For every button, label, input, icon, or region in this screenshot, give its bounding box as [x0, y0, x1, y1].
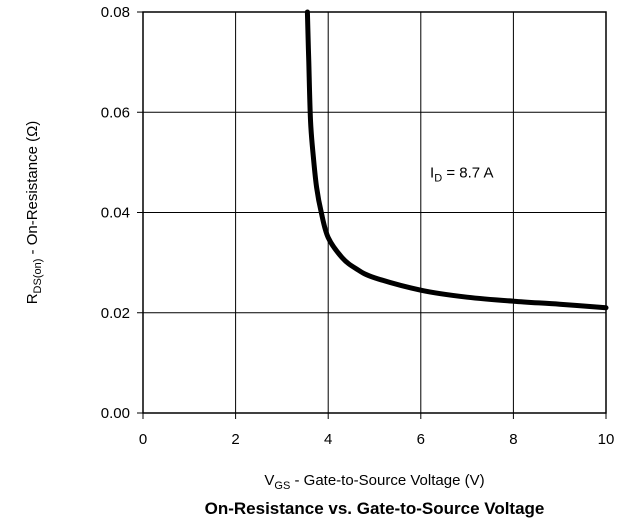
- x-axis-label-sub: GS: [274, 480, 290, 492]
- annotation-rest: = 8.7 A: [442, 164, 493, 181]
- y-tick-label: 0.06: [101, 104, 130, 121]
- annotation-main: I: [430, 164, 434, 181]
- x-tick-label: 2: [231, 431, 239, 448]
- y-axis-label-main: R: [24, 293, 41, 304]
- y-axis-label-sub: DS(on): [32, 259, 44, 294]
- y-tick-label: 0.08: [101, 4, 130, 21]
- series-line-id-8-7a: [304, 9, 609, 311]
- x-axis-label-main: V: [264, 472, 274, 489]
- y-axis-label: RDS(on) - On-Resistance (Ω): [24, 121, 44, 305]
- x-tick-label: 4: [324, 431, 332, 448]
- x-tick-label: 8: [509, 431, 517, 448]
- plot-frame: [142, 11, 607, 414]
- annotation-sub: D: [434, 172, 442, 184]
- x-tick-label: 0: [139, 431, 147, 448]
- x-tick-label: 6: [417, 431, 425, 448]
- chart-title: On-Resistance vs. Gate-to-Source Voltage: [205, 499, 545, 518]
- annotation-id: ID = 8.7 A: [430, 164, 493, 184]
- tick-labels: 0 2 4 6 8 10 0.00 0.02 0.04 0.06 0.08: [101, 4, 615, 448]
- x-tick-label: 10: [598, 431, 615, 448]
- y-tick-label: 0.04: [101, 205, 130, 222]
- y-tick-label: 0.02: [101, 305, 130, 322]
- y-axis-label-rest: - On-Resistance (Ω): [24, 121, 41, 259]
- x-axis-label: VGS - Gate-to-Source Voltage (V): [264, 472, 484, 492]
- x-axis-label-rest: - Gate-to-Source Voltage (V): [290, 472, 484, 489]
- grid-lines: [137, 11, 607, 419]
- y-tick-label: 0.00: [101, 405, 130, 422]
